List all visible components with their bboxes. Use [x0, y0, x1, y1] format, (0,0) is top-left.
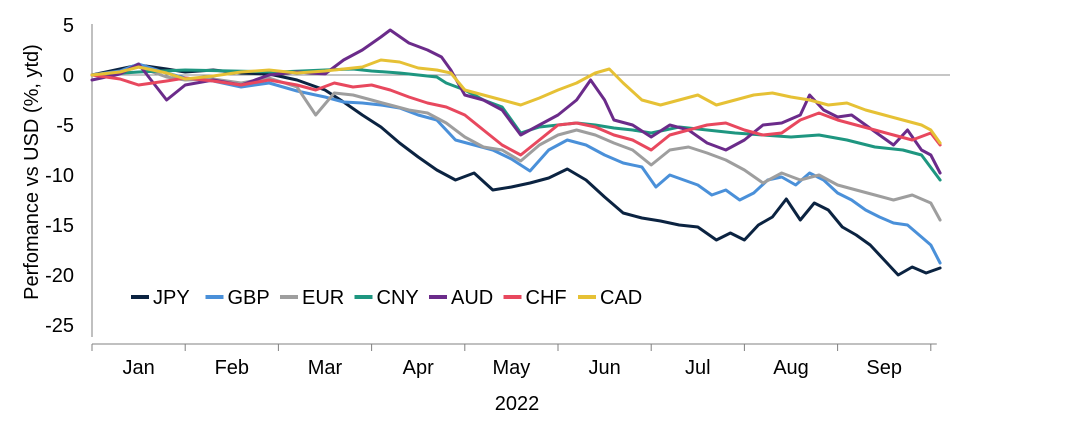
y-tick-label: -10	[45, 165, 74, 187]
y-tick-label: -25	[45, 315, 74, 337]
legend-item-eur: EUR	[280, 287, 344, 309]
x-tick-label: May	[493, 357, 531, 379]
legend-item-chf: CHF	[503, 287, 567, 309]
legend-label: CHF	[526, 287, 567, 309]
legend-item-aud: AUD	[429, 287, 493, 309]
legend-item-cad: CAD	[578, 287, 642, 309]
x-tick-label: Jan	[122, 357, 154, 379]
x-tick-label: Jun	[588, 357, 620, 379]
legend-label: GBP	[228, 287, 270, 309]
x-tick-label: Sep	[866, 357, 902, 379]
x-axis-title: 2022	[495, 393, 540, 415]
x-tick-label: Feb	[215, 357, 249, 379]
series-line-gbp	[90, 62, 942, 265]
series-line-jpy	[90, 63, 942, 277]
axes: 5 0 -5 -10 -15 -20 -25 Jan Feb Mar Apr May Jun Jul Aug…	[45, 15, 950, 379]
x-tick-label: Aug	[773, 357, 809, 379]
x-tick-label: Jul	[685, 357, 711, 379]
series-line-eur	[90, 65, 942, 222]
legend-label: EUR	[302, 287, 344, 309]
series-lines	[90, 28, 942, 277]
y-tick-label: 0	[63, 65, 74, 87]
legend: JPY GBP EUR CNY AUD CHF CAD	[131, 287, 642, 309]
y-tick-label: 5	[63, 15, 74, 37]
legend-label: AUD	[451, 287, 493, 309]
legend-item-gbp: GBP	[205, 287, 270, 309]
legend-label: JPY	[153, 287, 190, 309]
y-tick-label: -15	[45, 215, 74, 237]
series-line-cad	[90, 58, 942, 145]
y-tick-label: -20	[45, 265, 74, 287]
legend-item-jpy: JPY	[131, 287, 190, 309]
y-tick-label: -5	[56, 115, 74, 137]
y-axis-title: Perfomance vs USD (%, ytd)	[21, 44, 43, 300]
legend-label: CNY	[377, 287, 419, 309]
legend-item-cny: CNY	[354, 287, 419, 309]
series-line-chf	[90, 73, 942, 157]
x-tick-label: Apr	[403, 357, 434, 379]
x-tick-label: Mar	[308, 357, 343, 379]
legend-label: CAD	[600, 287, 642, 309]
